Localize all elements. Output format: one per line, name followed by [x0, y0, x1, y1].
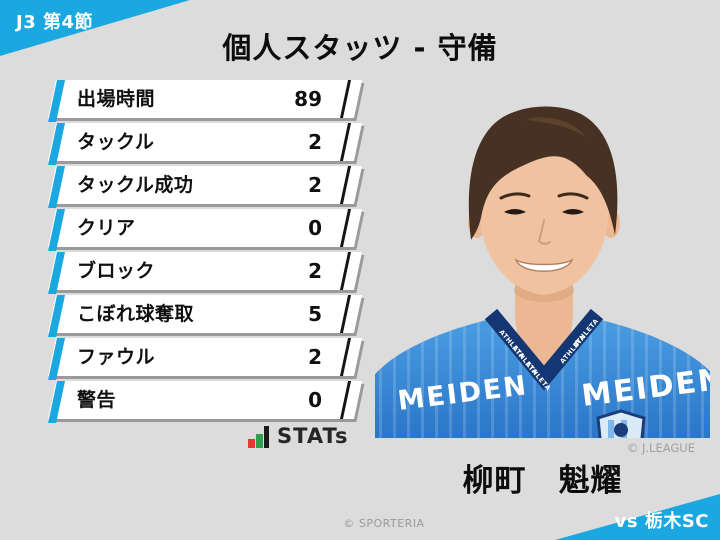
- stat-value: 0: [308, 216, 322, 240]
- page-title: 個人スタッツ - 守備: [222, 31, 498, 65]
- stat-label: 出場時間: [77, 88, 156, 110]
- stat-row: タックル 2: [47, 123, 363, 161]
- stat-label: タックル成功: [77, 174, 194, 196]
- bar-chart-icon: [248, 426, 270, 448]
- stat-label: タックル: [77, 131, 155, 153]
- stat-value: 2: [308, 345, 322, 369]
- round-label: J3 第4節: [16, 12, 94, 33]
- site-credit: © SPORTERIA: [343, 517, 425, 530]
- stat-label: 警告: [77, 389, 117, 411]
- club-crest-icon: [596, 409, 646, 438]
- stat-value: 2: [308, 173, 322, 197]
- stat-value: 2: [308, 259, 322, 283]
- player-illustration: ATHLETA ATHLETA ATHLETA ATHLETA ATHLETA …: [375, 106, 710, 438]
- stat-row: 警告 0: [47, 381, 363, 419]
- stat-label: ファウル: [77, 346, 156, 368]
- stats-logo: STATs: [248, 424, 348, 448]
- stat-row: ブロック 2: [47, 252, 363, 290]
- stat-row: タックル成功 2: [47, 166, 363, 204]
- player-name: 柳町 魁耀: [462, 463, 623, 499]
- stat-row: ファウル 2: [47, 338, 363, 376]
- stat-row: 出場時間 89: [47, 80, 363, 118]
- jersey-collar: [484, 308, 604, 391]
- photo-credit: © J.LEAGUE: [626, 441, 695, 455]
- stat-value: 89: [294, 87, 322, 111]
- stats-list: 出場時間 89 タックル 2 タックル成功 2 クリア 0 ブロック 2 こぼれ…: [47, 80, 363, 424]
- stat-value: 0: [308, 388, 322, 412]
- stats-logo-label: STATs: [277, 424, 349, 448]
- stat-row: クリア 0: [47, 209, 363, 247]
- stat-row: こぼれ球奪取 5: [47, 295, 363, 333]
- stat-value: 5: [308, 302, 322, 326]
- opponent-label: vs 栃木SC: [614, 511, 709, 532]
- stat-label: ブロック: [77, 260, 156, 282]
- stat-label: クリア: [77, 217, 136, 239]
- hair: [468, 106, 618, 240]
- player-photo: ATHLETA ATHLETA ATHLETA ATHLETA ATHLETA …: [375, 80, 710, 438]
- stat-value: 2: [308, 130, 322, 154]
- stat-label: こぼれ球奪取: [77, 303, 195, 325]
